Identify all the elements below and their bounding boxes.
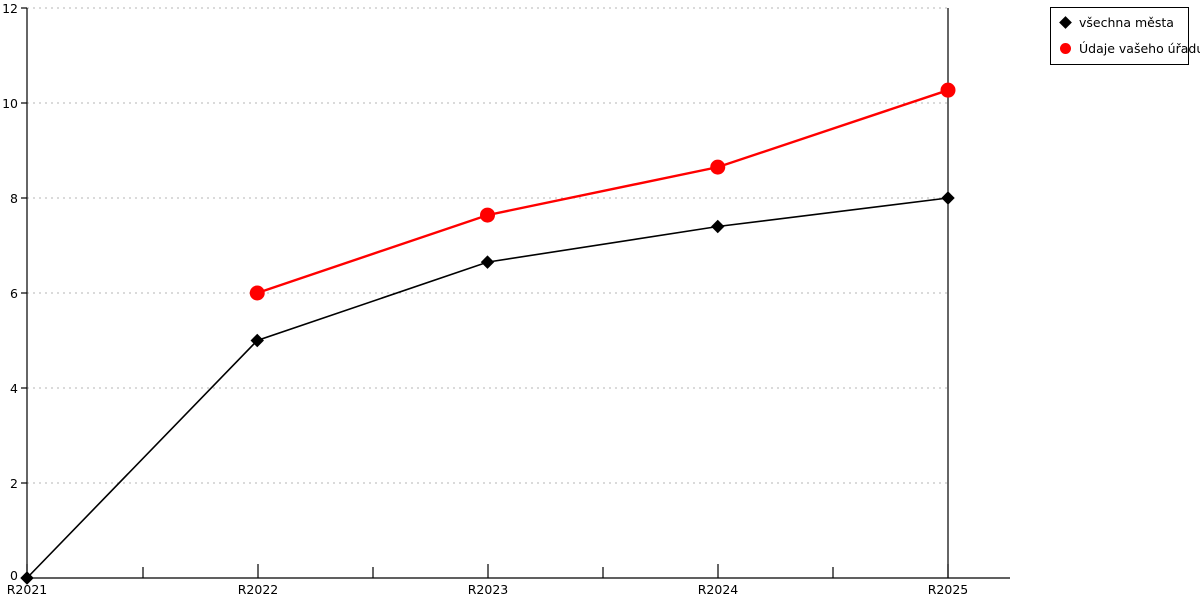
- y-tick-label-8: 8: [10, 191, 18, 206]
- gridlines: [27, 7, 948, 484]
- data-point-marker[interactable]: [249, 285, 265, 301]
- y-tick-label-0: 0: [10, 568, 18, 583]
- x-tick-label-r2023: R2023: [468, 582, 509, 597]
- data-point-marker[interactable]: [480, 207, 495, 223]
- legend-item-your-office[interactable]: Údaje vašeho úřadu: [1059, 41, 1200, 57]
- x-axis-ticks: [26, 564, 949, 578]
- chart-legend: všechna města Údaje vašeho úřadu: [1050, 7, 1200, 65]
- diamond-marker-icon: [1059, 16, 1073, 30]
- legend-item-all-cities[interactable]: všechna města: [1059, 15, 1174, 31]
- series-layer: [20, 82, 956, 585]
- x-tick-label-r2025: R2025: [928, 582, 969, 597]
- data-point-marker[interactable]: [941, 191, 955, 205]
- y-tick-label-10: 10: [2, 96, 18, 111]
- y-tick-label-6: 6: [10, 286, 18, 301]
- x-tick-label-r2021: R2021: [7, 582, 48, 597]
- data-point-marker[interactable]: [480, 255, 495, 269]
- x-tick-label-r2024: R2024: [698, 582, 739, 597]
- chart-svg: 12 10 8 6 4 2 0 R2021 R2022 R2023: [2, 1, 1010, 597]
- series-your-office: [249, 82, 956, 301]
- legend-label-your-office: Údaje vašeho úřadu: [1079, 41, 1200, 56]
- data-point-marker[interactable]: [940, 82, 956, 98]
- legend-label-all-cities: všechna města: [1079, 15, 1174, 30]
- y-tick-label-4: 4: [10, 381, 18, 396]
- data-point-marker[interactable]: [711, 219, 725, 234]
- y-tick-label-12: 12: [2, 1, 18, 16]
- data-point-marker[interactable]: [710, 159, 726, 175]
- y-tick-label-2: 2: [10, 476, 18, 491]
- circle-marker-icon: [1059, 42, 1073, 56]
- y-axis-ticks: [21, 7, 27, 579]
- line-chart: 12 10 8 6 4 2 0 R2021 R2022 R2023: [2, 1, 1010, 597]
- x-tick-label-r2022: R2022: [238, 582, 279, 597]
- series-line: [256, 89, 949, 295]
